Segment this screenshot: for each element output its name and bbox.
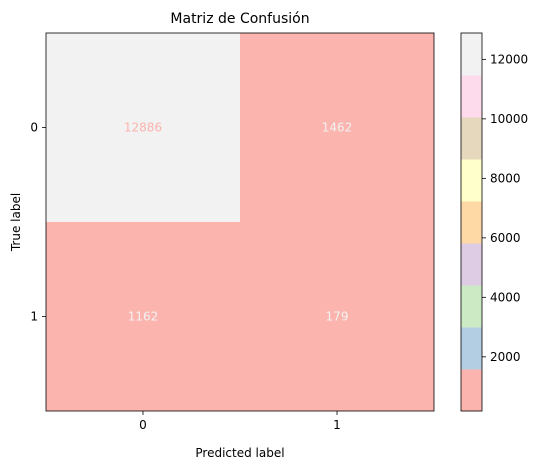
colorbar-segment: [461, 327, 482, 370]
colorbar-tick-label: 4000: [490, 290, 521, 304]
cell-value-label: 179: [326, 310, 349, 324]
y-tick-label: 0: [30, 121, 38, 135]
colorbar-segment: [461, 369, 482, 412]
colorbar-segment: [461, 117, 482, 160]
heatmap-cell: [240, 222, 434, 411]
x-axis-label: Predicted label: [195, 446, 284, 460]
colorbar-segment: [461, 243, 482, 286]
cell-value-label: 1462: [322, 121, 353, 135]
cell-value-label: 1162: [128, 310, 159, 324]
colorbar-segment: [461, 201, 482, 244]
heatmap-cells: [46, 33, 434, 411]
colorbar-segment: [461, 33, 482, 76]
y-axis-ticks: 01: [30, 121, 46, 324]
colorbar-tick-label: 8000: [490, 171, 521, 185]
x-tick-label: 1: [333, 418, 341, 432]
plot-frame: [45, 32, 435, 412]
colorbar-frame: [460, 32, 483, 412]
heatmap-cell: [240, 33, 434, 222]
heatmap-cell: [46, 222, 240, 411]
colorbar-segment: [461, 75, 482, 118]
colorbar-tick-label: 2000: [490, 350, 521, 364]
colorbar-ticks: 2000 4000 6000 8000 10000 12000: [482, 52, 528, 364]
colorbar-tick-label: 6000: [490, 231, 521, 245]
colorbar-segment: [461, 285, 482, 328]
chart-title: Matriz de Confusión: [170, 11, 309, 27]
heatmap-cell: [46, 33, 240, 222]
cell-value-label: 12886: [124, 121, 162, 135]
colorbar-tick-label: 10000: [490, 112, 528, 126]
colorbar-tick-label: 12000: [490, 52, 528, 66]
colorbar-segment: [461, 159, 482, 202]
y-tick-label: 1: [30, 310, 38, 324]
heatmap-cell-labels: 12886 1462 1162 179: [124, 121, 352, 324]
colorbar: [461, 33, 482, 412]
x-tick-label: 0: [139, 418, 147, 432]
y-axis-label: True label: [9, 193, 23, 252]
